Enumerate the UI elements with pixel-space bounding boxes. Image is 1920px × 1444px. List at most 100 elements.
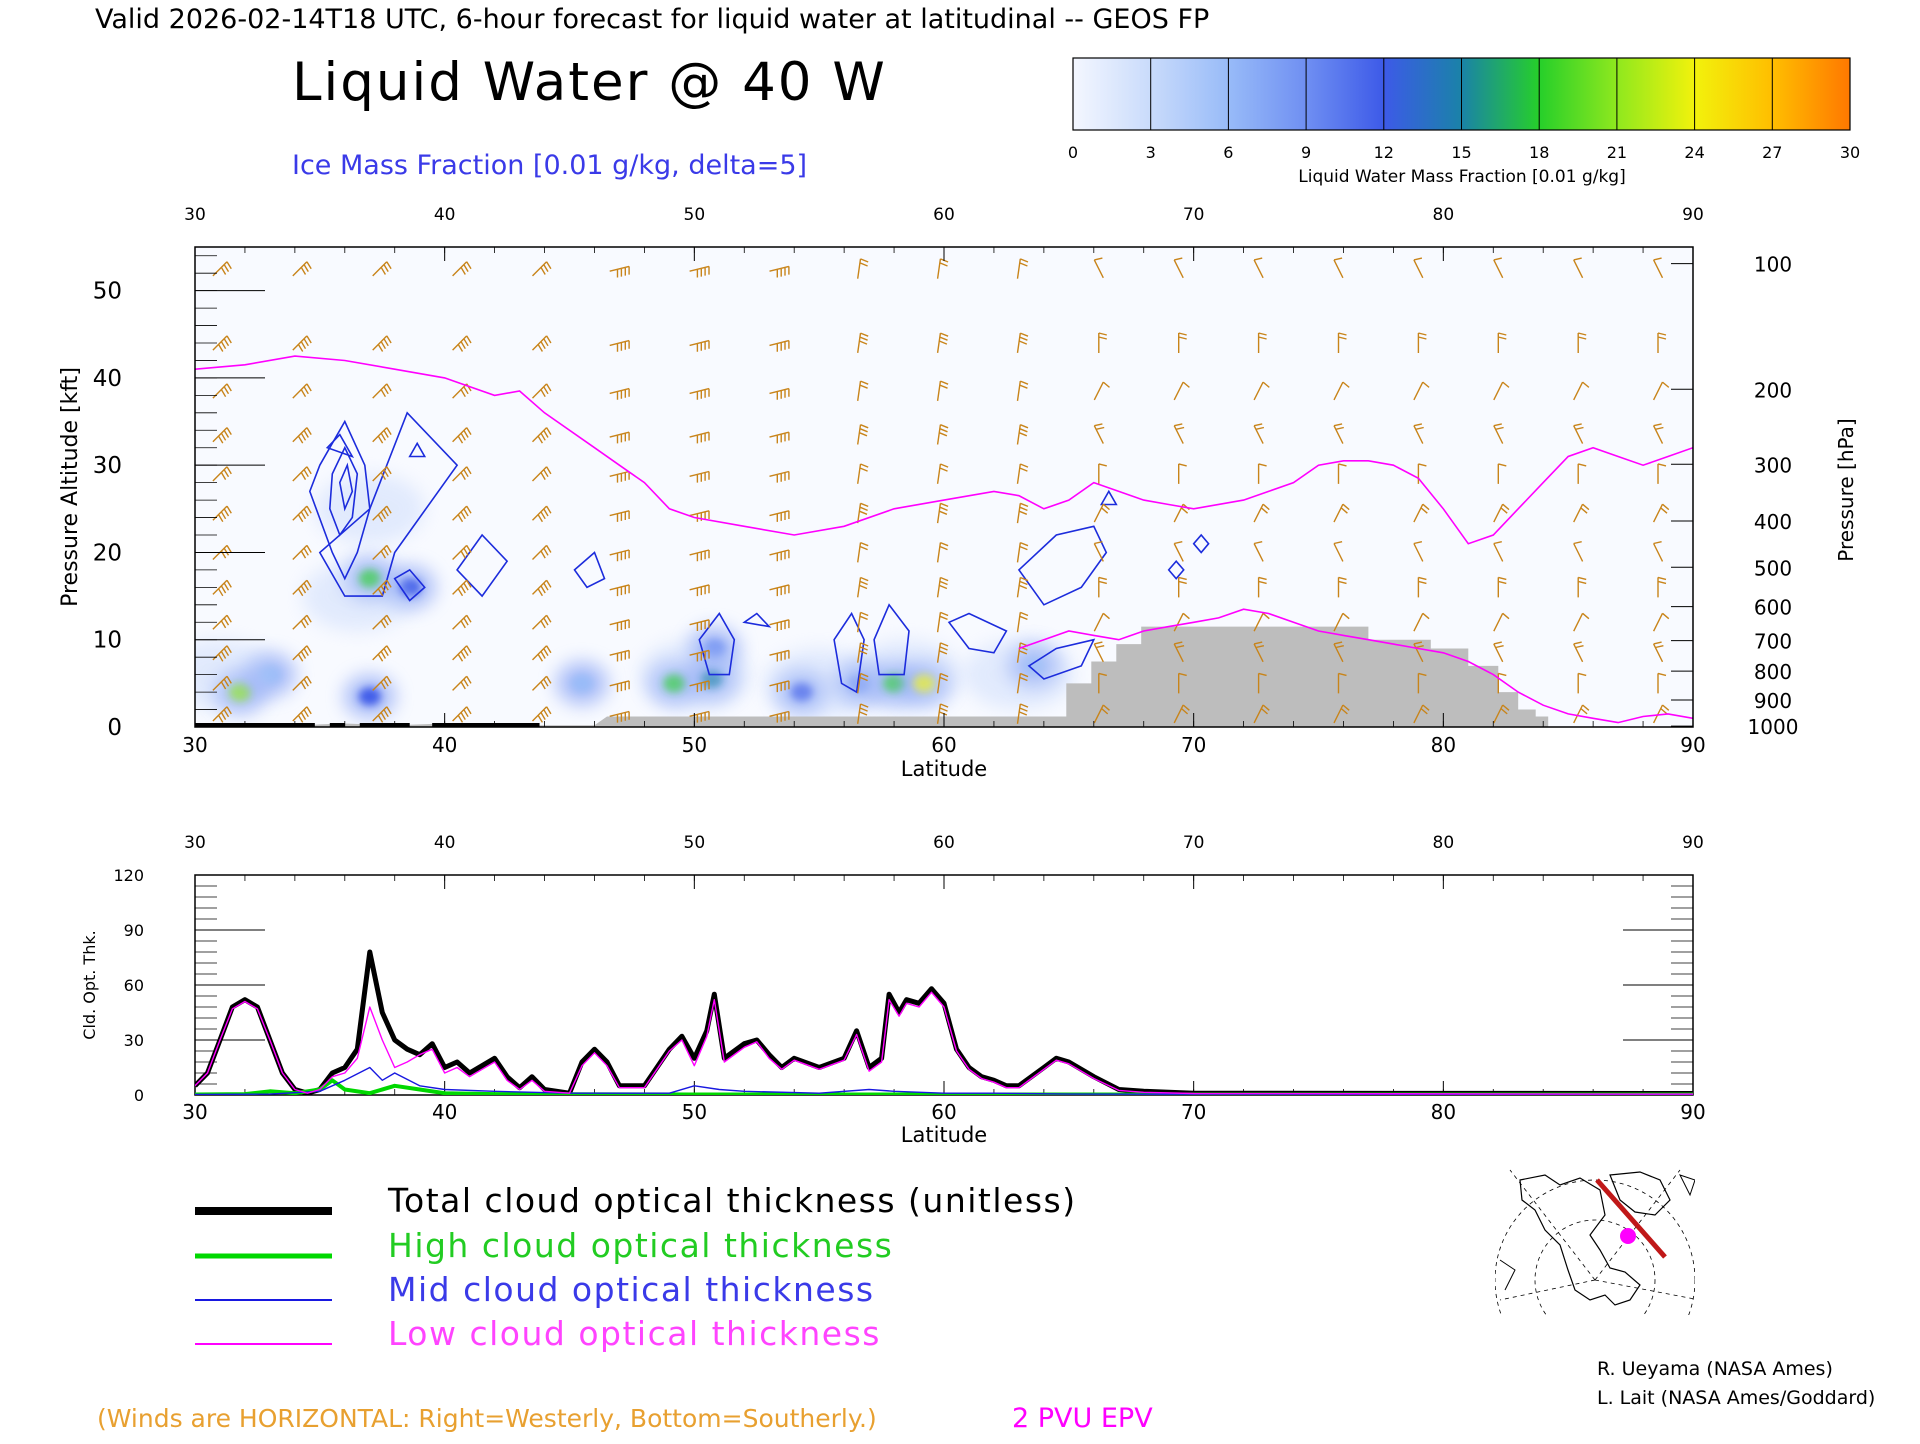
colorbar-tick: 15 [1451,143,1471,162]
colorbar-label: Liquid Water Mass Fraction [0.01 g/kg] [1298,167,1625,187]
wind-barb [1253,423,1265,444]
wind-barb [372,505,392,523]
wind-barb [1652,423,1664,444]
colorbar: 0 3 6 9 12 15 18 21 24 27 30 [1068,57,1860,162]
ice-contour [338,462,354,512]
ice-contour [325,433,355,458]
wind-barb [372,614,392,630]
top-x-tick-label: 80 [1431,733,1456,757]
wind-barb [1413,423,1424,444]
wind-barb [1333,503,1350,523]
wind-barb [1652,381,1670,401]
series-line-mid [195,1066,1693,1095]
wind-barb [1413,612,1430,632]
top-x-tick-label-upper: 30 [184,205,206,225]
wind-barb [1016,642,1029,663]
wind-barb [1497,463,1507,484]
wind-barb [689,339,710,352]
wind-barb [1333,541,1344,562]
wind-barb [1253,257,1264,279]
wind-barb [769,619,790,631]
wind-barb [1093,257,1104,279]
wind-barb [1173,541,1184,562]
wind-barb [292,614,312,630]
cross-section-panel: 3030404050506060707080809090010203040501… [93,205,1799,757]
top-y-tick-label: 10 [93,628,122,654]
wind-barb [1257,672,1267,694]
wind-barb [1657,463,1667,484]
pressure-tick-label: 500 [1754,556,1792,580]
wind-barb [532,706,552,723]
wind-barb [532,614,552,630]
wind-barb [452,675,472,691]
legend: Total cloud optical thickness (unitless)… [195,1181,1075,1353]
wind-barb [857,611,869,633]
wind-barb [1573,503,1590,523]
top-x-tick-label: 30 [182,733,207,757]
pressure-tick-label: 600 [1754,596,1792,620]
wind-barb [1178,672,1187,694]
wind-barb [1253,503,1270,523]
wind-barb [1652,503,1670,523]
wind-barb [609,387,630,400]
colorbar-tick: 24 [1684,143,1704,162]
wind-barb [1098,576,1107,598]
wind-barb [936,611,949,633]
bottom-y-label: Cld. Opt. Thk. [80,930,99,1039]
wind-barb [212,675,232,691]
credit-2: L. Lait (NASA Ames/Goddard) [1597,1387,1875,1409]
cross-section-axes: 3030404050506060707080809090010203040501… [93,205,1799,757]
wind-barb [452,383,472,399]
pressure-tick-label: 1000 [1748,715,1799,739]
colorbar-tick: 27 [1762,143,1782,162]
wind-barb [532,505,552,523]
wind-barb [372,544,392,560]
wind-barb [609,584,630,597]
pressure-tick-label: 100 [1754,253,1792,277]
wind-barb [1173,423,1185,444]
top-y-right-label: Pressure [hPa] [1834,418,1858,561]
bottom-x-tick-label-upper: 90 [1682,833,1704,853]
wind-barb [857,463,869,484]
pressure-tick-label: 300 [1754,453,1792,477]
top-x-tick-label: 70 [1181,733,1206,757]
wind-barb [1657,576,1667,598]
wind-barb [212,706,232,723]
wind-barb [769,649,790,662]
wind-barb [1577,463,1587,484]
colorbar-tick: 0 [1068,143,1078,162]
wind-barb [532,261,552,277]
wind-barb [292,427,312,444]
top-x-tick-label-upper: 70 [1183,205,1205,225]
ice-contour [833,611,865,694]
wind-barb [372,645,392,662]
wind-barb [1016,332,1029,353]
wind-barb [1417,332,1427,353]
wind-barb [292,579,312,597]
wind-barb [1337,576,1347,598]
top-y-label: Pressure Altitude [kft] [58,367,83,607]
wind-barb [372,706,392,723]
wind-barb [292,466,312,482]
wind-barb [1652,704,1670,724]
wind-barb [936,576,949,598]
wind-barb [1016,463,1029,484]
wind-barb [1573,641,1584,663]
wind-barb [1493,704,1510,724]
wind-barb [532,427,552,444]
wind-barb [1173,704,1190,724]
ice-contour [1192,533,1210,554]
wind-barb [532,544,552,560]
wind-barb [1173,257,1184,279]
optical-thickness-panel: 30 30 40 40 50 50 60 60 70 70 80 80 90 90 0 30 60 90 120 [113,833,1705,1124]
wind-barb [1093,503,1110,523]
wind-barb [1577,672,1587,694]
liquid-water-haze [963,639,1074,710]
wind-barb [769,584,790,597]
wind-barb [1173,381,1190,401]
wind-barb [372,261,392,277]
wind-barb [1016,703,1029,724]
wind-barb [1573,541,1584,562]
